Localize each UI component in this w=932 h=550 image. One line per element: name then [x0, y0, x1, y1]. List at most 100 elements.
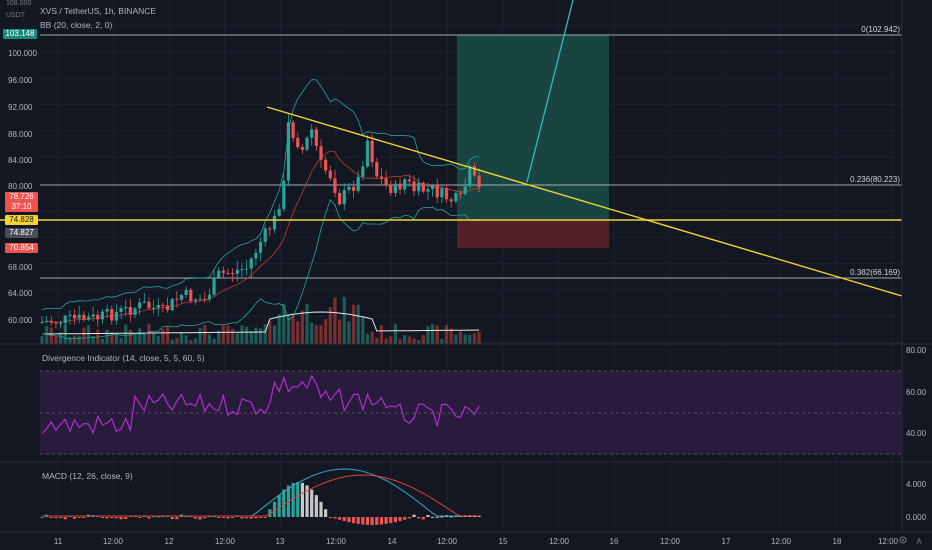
macd-title[interactable]: MACD (12, 26, close, 9) [42, 471, 133, 481]
volume-bar [212, 338, 216, 344]
volume-bar [449, 328, 453, 344]
price-axis-label: 96.000 [8, 76, 33, 85]
candle-body [245, 268, 249, 270]
volume-bar [161, 328, 165, 344]
candle-body [342, 189, 346, 205]
target-profit-zone[interactable] [457, 35, 609, 220]
macd-histogram-bar [63, 517, 67, 520]
volume-bar [170, 339, 174, 344]
bollinger-lower-band [41, 199, 480, 340]
volume-bar [138, 328, 142, 344]
macd-histogram-bar [165, 516, 170, 518]
gear-icon[interactable] [899, 536, 907, 544]
time-axis[interactable]: 11 12:00 12 12:00 13 12:00 14 12:00 15 1… [54, 537, 899, 546]
macd-histogram-bar [245, 517, 249, 519]
candle-body [138, 302, 142, 309]
time-axis-label: 16 [610, 537, 619, 546]
candle-body [128, 306, 132, 315]
price-axis-label: 68.000 [8, 263, 33, 272]
volume-bar [338, 319, 342, 344]
bb-indicator-label[interactable]: BB (20, close, 2, 0) [40, 20, 113, 30]
macd-histogram-bar [203, 517, 207, 519]
macd-histogram-bar [226, 517, 230, 519]
price-axis[interactable]: 100.000 96.000 92.000 88.000 84.000 80.0… [8, 49, 37, 325]
macd-histogram-bar [119, 517, 123, 520]
divergence-pane[interactable]: 80.00 60.00 40.00 [40, 346, 927, 455]
volume-bar [226, 325, 230, 344]
candle-body [184, 289, 188, 295]
macd-histogram-bar [277, 495, 281, 517]
symbol-title[interactable]: XVS / TetherUS, 1h, BINANCE [40, 6, 157, 16]
macd-histogram-bar [435, 516, 439, 518]
fib-level-0382-label: 0.382(66.169) [850, 268, 900, 277]
volume-bar [105, 329, 109, 344]
macd-axis-label: 0.000 [906, 513, 927, 522]
candle-body [300, 147, 304, 150]
time-axis-label: 12:00 [103, 537, 124, 546]
candle-body [477, 175, 481, 188]
macd-histogram-bar [249, 517, 253, 519]
candle-body [351, 186, 356, 191]
volume-bar [351, 304, 356, 344]
divergence-title[interactable]: Divergence Indicator (14, close, 5, 5, 6… [42, 353, 205, 363]
projection-arrow-line[interactable] [526, 0, 574, 183]
divergence-axis-label: 60.00 [906, 388, 927, 397]
volume-bar [128, 329, 132, 344]
macd-pane[interactable]: 4.000 0.000 [40, 468, 927, 525]
volume-bar [296, 321, 300, 344]
volume-bar [286, 314, 291, 344]
volume-bar [193, 338, 198, 344]
volume-bar [389, 336, 393, 344]
candle-body [384, 178, 388, 185]
volume-bar [328, 307, 332, 344]
price-axis-label: 92.000 [8, 103, 33, 112]
candle-body [82, 314, 86, 320]
macd-histogram-bar [426, 515, 430, 517]
macd-histogram-bar [258, 517, 263, 518]
volume-bar [454, 334, 458, 344]
price-pane[interactable]: 0(102.942) 0.236(80.223) 0.382(66.169) [0, 0, 903, 344]
volume-bar [147, 324, 151, 344]
candle-body [189, 289, 193, 302]
candle-body [119, 308, 123, 312]
candle-body [77, 314, 81, 319]
candle-body [393, 183, 397, 193]
volume-bars [40, 297, 481, 344]
candle-body [407, 179, 411, 182]
macd-histogram-bar [305, 485, 309, 517]
candle-body [347, 186, 351, 190]
stop-loss-zone[interactable] [457, 220, 609, 248]
volume-bar [221, 325, 225, 344]
candle-body [454, 193, 458, 202]
descending-trendline[interactable] [266, 106, 903, 297]
macd-histogram-bar [291, 482, 295, 517]
candle-body [175, 298, 179, 300]
volume-bar [300, 310, 304, 344]
candle-body [463, 186, 467, 194]
macd-histogram-bar [342, 517, 346, 521]
candle-body [114, 311, 118, 321]
macd-histogram-bar [403, 517, 407, 520]
macd-histogram-bar [217, 517, 221, 519]
volume-bar [319, 325, 323, 344]
auto-scale-icon[interactable]: A [916, 537, 922, 546]
axis-top-label: 108.000 [6, 0, 32, 7]
candle-body [328, 170, 332, 179]
price-axis-label: 60.000 [8, 316, 33, 325]
macd-histogram-bar [319, 501, 323, 517]
candle-body [468, 166, 472, 187]
candle-body [124, 306, 128, 309]
candle-body [212, 277, 216, 295]
macd-histogram-bar [296, 482, 300, 517]
macd-histogram-bar [365, 517, 370, 525]
volume-bar [407, 336, 411, 344]
support-price-tag-2: 74.827 [5, 228, 38, 238]
macd-histogram-bar [393, 517, 397, 523]
macd-histogram-bar [282, 489, 286, 517]
volume-ma-line [42, 311, 480, 335]
bollinger-upper-band [41, 79, 480, 311]
candle-body [170, 298, 174, 310]
time-axis-label: 12:00 [771, 537, 792, 546]
macd-histogram-bar [124, 517, 128, 519]
